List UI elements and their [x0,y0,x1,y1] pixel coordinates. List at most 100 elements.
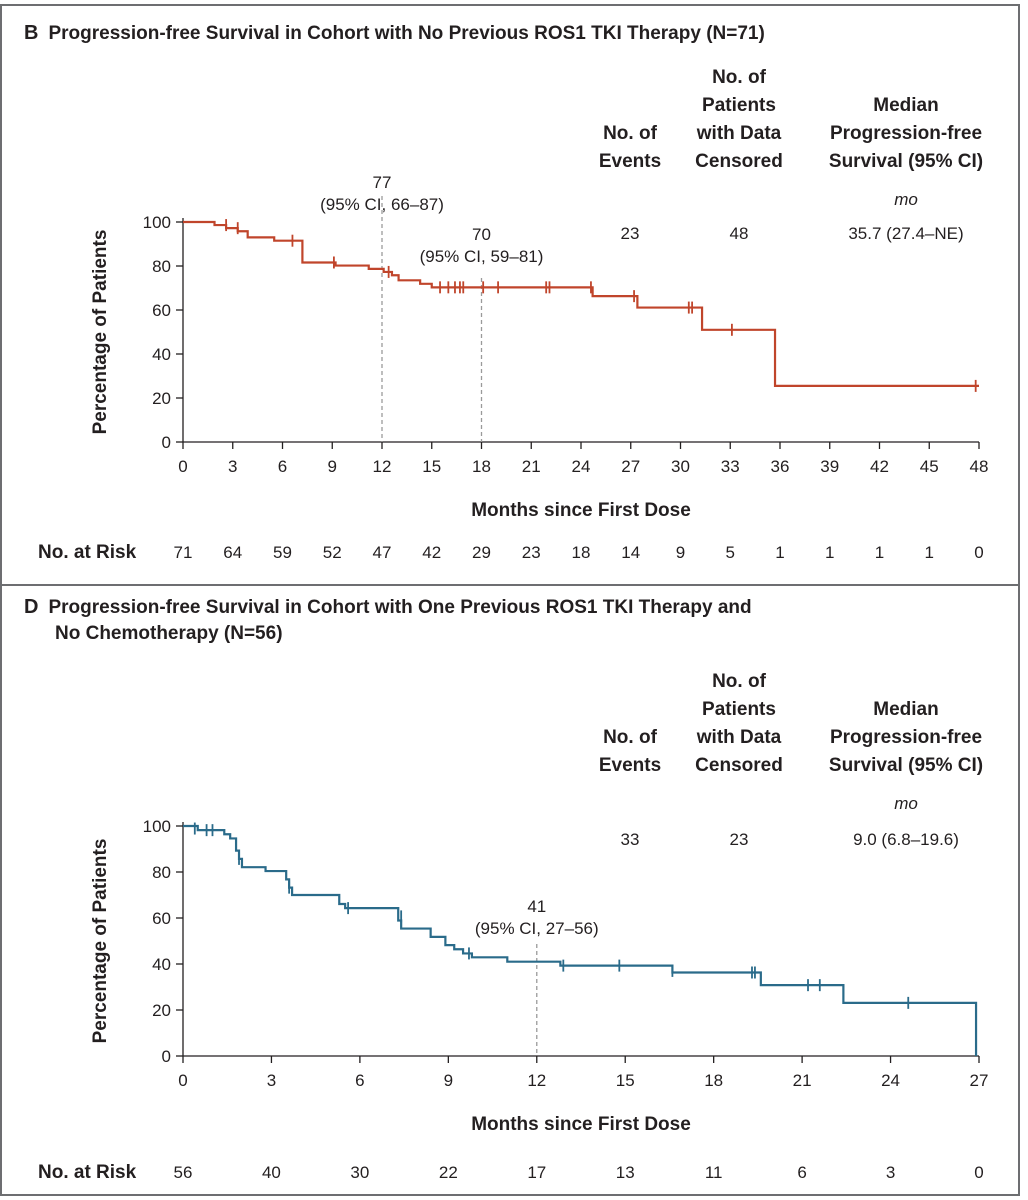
at-risk-value: 42 [422,543,441,562]
y-tick-label: 80 [152,257,171,276]
at-risk-value: 52 [323,543,342,562]
survival-curve [183,220,979,387]
x-tick-label: 18 [704,1071,723,1090]
x-tick-label: 48 [970,457,989,476]
panel-d-letter: D [24,596,39,618]
panel-b-events-value: 23 [620,224,640,243]
panel-b-header-events: No. of Events [598,123,662,172]
y-tick-label: 60 [152,301,171,320]
x-tick-label: 24 [881,1071,900,1090]
at-risk-value: 0 [974,1163,983,1182]
at-risk-value: 13 [616,1163,635,1182]
at-risk-value: 1 [875,543,884,562]
at-risk-label: No. at Risk [38,1162,137,1183]
panel-b-censored-value: 48 [729,224,749,243]
annotation-value: 70 [472,225,491,244]
x-tick-label: 6 [278,457,287,476]
x-tick-label: 9 [328,457,337,476]
annotation-ci: (95% CI, 27–56) [475,919,599,938]
x-tick-label: 21 [793,1071,812,1090]
at-risk-label: No. at Risk [38,542,137,563]
annotation-ci: (95% CI, 66–87) [320,195,444,214]
panel-b-unit: mo [894,190,918,209]
panel-b-header-censored: No. of Patients with Data Censored [695,67,783,172]
panel-d-title-line2: No Chemotherapy (N=56) [55,623,283,644]
x-tick-label: 27 [621,457,640,476]
panel-d-header-events: No. of Events [598,727,662,776]
x-tick-label: 3 [228,457,237,476]
y-axis-title: Percentage of Patients [90,839,111,1044]
x-axis-title: Months since First Dose [471,1114,691,1135]
y-tick-label: 0 [162,433,171,452]
x-tick-label: 15 [616,1071,635,1090]
panel-d-header-median: Median Progression-free Survival (95% CI) [828,699,984,776]
panel-d-unit: mo [894,794,918,813]
at-risk-value: 23 [522,543,541,562]
x-tick-label: 12 [373,457,392,476]
y-tick-label: 100 [143,817,171,836]
annotation-ci: (95% CI, 59–81) [420,247,544,266]
at-risk-value: 0 [974,543,983,562]
x-tick-label: 15 [422,457,441,476]
at-risk-value: 71 [174,543,193,562]
at-risk-value: 22 [439,1163,458,1182]
panel-b-title: B Progression-free Survival in Cohort wit… [24,20,765,47]
x-tick-label: 21 [522,457,541,476]
at-risk-value: 1 [775,543,784,562]
panel-d-censored-value: 23 [729,830,749,849]
at-risk-value: 47 [373,543,392,562]
x-tick-label: 27 [970,1071,989,1090]
x-tick-label: 0 [178,457,187,476]
x-tick-label: 33 [721,457,740,476]
y-tick-label: 60 [152,909,171,928]
panel-d: D Progression-free Survival in Cohort wit… [0,586,1020,1196]
panel-b-letter: B [24,22,39,44]
at-risk-value: 30 [350,1163,369,1182]
y-tick-label: 80 [152,863,171,882]
annotation-value: 41 [527,897,546,916]
at-risk-value: 17 [527,1163,546,1182]
at-risk-value: 56 [174,1163,193,1182]
at-risk-value: 5 [726,543,735,562]
x-tick-label: 39 [820,457,839,476]
at-risk-value: 64 [223,543,242,562]
at-risk-value: 40 [262,1163,281,1182]
at-risk-value: 3 [886,1163,895,1182]
x-tick-label: 30 [671,457,690,476]
panel-b-title-text: Progression-free Survival in Cohort with… [48,23,765,44]
panel-d-median-value: 9.0 (6.8–19.6) [853,830,959,849]
y-axis-title: Percentage of Patients [90,230,111,435]
y-tick-label: 0 [162,1047,171,1066]
at-risk-value: 18 [572,543,591,562]
x-tick-label: 24 [572,457,591,476]
x-tick-label: 45 [920,457,939,476]
panel-b-header-median: Median Progression-free Survival (95% CI) [828,95,984,172]
at-risk-value: 1 [925,543,934,562]
panel-d-title-text: Progression-free Survival in Cohort with… [48,597,752,618]
annotation-value: 77 [373,173,392,192]
survival-curve [183,824,978,1056]
x-tick-label: 0 [178,1071,187,1090]
panel-d-events-value: 33 [620,830,640,849]
x-axis-title: Months since First Dose [471,500,691,521]
panel-b-median-value: 35.7 (27.4–NE) [848,224,964,243]
x-tick-label: 3 [267,1071,276,1090]
y-tick-label: 40 [152,345,171,364]
at-risk-value: 11 [705,1163,723,1182]
x-tick-label: 42 [870,457,889,476]
at-risk-value: 14 [621,543,640,562]
x-tick-label: 12 [527,1071,546,1090]
at-risk-value: 6 [797,1163,806,1182]
panel-b: B Progression-free Survival in Cohort wit… [0,4,1020,586]
y-tick-label: 20 [152,389,171,408]
panel-d-title: D Progression-free Survival in Cohort wit… [24,594,752,647]
x-tick-label: 18 [472,457,491,476]
x-tick-label: 9 [444,1071,453,1090]
y-tick-label: 20 [152,1001,171,1020]
y-tick-label: 40 [152,955,171,974]
at-risk-value: 9 [676,543,685,562]
x-tick-label: 36 [771,457,790,476]
at-risk-value: 29 [472,543,491,562]
panel-d-header-censored: No. of Patients with Data Censored [695,671,783,776]
